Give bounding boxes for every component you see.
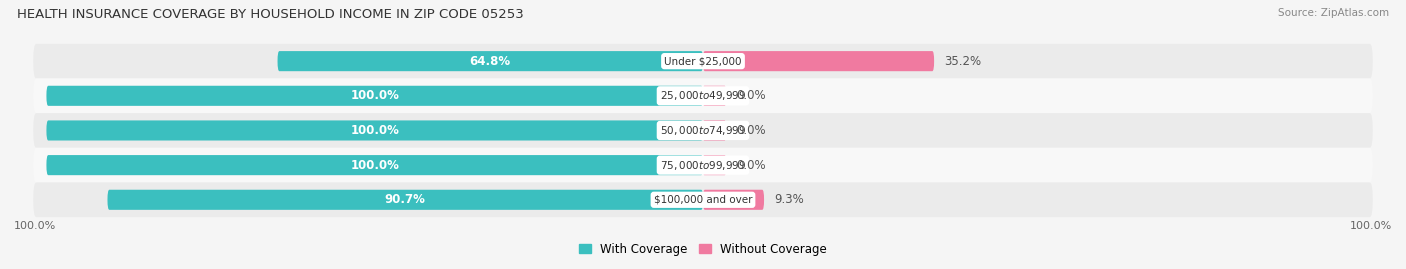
Text: 9.3%: 9.3%: [773, 193, 804, 206]
Text: $50,000 to $74,999: $50,000 to $74,999: [659, 124, 747, 137]
Text: 35.2%: 35.2%: [943, 55, 981, 68]
Text: 64.8%: 64.8%: [470, 55, 510, 68]
FancyBboxPatch shape: [703, 121, 725, 140]
FancyBboxPatch shape: [34, 44, 1372, 79]
Text: 100.0%: 100.0%: [350, 89, 399, 102]
FancyBboxPatch shape: [46, 121, 703, 140]
FancyBboxPatch shape: [703, 190, 763, 210]
FancyBboxPatch shape: [34, 182, 1372, 217]
Text: 100.0%: 100.0%: [14, 221, 56, 231]
FancyBboxPatch shape: [277, 51, 703, 71]
Text: $100,000 and over: $100,000 and over: [654, 195, 752, 205]
Text: Source: ZipAtlas.com: Source: ZipAtlas.com: [1278, 8, 1389, 18]
FancyBboxPatch shape: [34, 148, 1372, 182]
FancyBboxPatch shape: [107, 190, 703, 210]
FancyBboxPatch shape: [46, 86, 703, 106]
Text: 90.7%: 90.7%: [385, 193, 426, 206]
FancyBboxPatch shape: [703, 155, 725, 175]
FancyBboxPatch shape: [34, 113, 1372, 148]
Text: 100.0%: 100.0%: [350, 124, 399, 137]
Text: 0.0%: 0.0%: [735, 89, 765, 102]
Text: Under $25,000: Under $25,000: [664, 56, 742, 66]
Text: $75,000 to $99,999: $75,000 to $99,999: [659, 159, 747, 172]
Legend: With Coverage, Without Coverage: With Coverage, Without Coverage: [574, 238, 832, 260]
Text: 100.0%: 100.0%: [350, 159, 399, 172]
Text: 100.0%: 100.0%: [1350, 221, 1392, 231]
Text: HEALTH INSURANCE COVERAGE BY HOUSEHOLD INCOME IN ZIP CODE 05253: HEALTH INSURANCE COVERAGE BY HOUSEHOLD I…: [17, 8, 523, 21]
FancyBboxPatch shape: [46, 155, 703, 175]
FancyBboxPatch shape: [703, 86, 725, 106]
FancyBboxPatch shape: [34, 79, 1372, 113]
FancyBboxPatch shape: [703, 51, 934, 71]
Text: 0.0%: 0.0%: [735, 159, 765, 172]
Text: 0.0%: 0.0%: [735, 124, 765, 137]
Text: $25,000 to $49,999: $25,000 to $49,999: [659, 89, 747, 102]
